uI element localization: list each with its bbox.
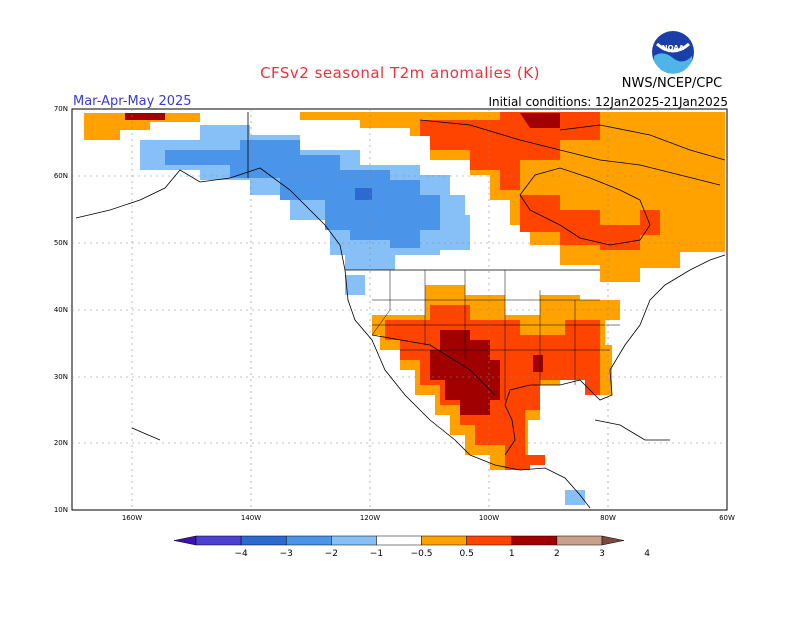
region-central-america-blue xyxy=(565,490,585,505)
lon-label: 100W xyxy=(479,514,499,522)
lon-label: 60W xyxy=(719,514,735,522)
lat-label: 10N xyxy=(54,506,68,514)
lat-label: 40N xyxy=(54,306,68,314)
colorbar-label: −0.5 xyxy=(411,549,433,559)
colorbar-box xyxy=(240,535,287,546)
region-western-canada-dark xyxy=(355,188,372,200)
state-borders xyxy=(371,270,620,400)
lat-label: 30N xyxy=(54,373,68,381)
coastlines xyxy=(75,112,726,509)
colorbar-label: 2 xyxy=(554,549,560,559)
lon-label: 120W xyxy=(360,514,380,522)
region-alaska-north-orange xyxy=(84,113,200,140)
colorbar-box xyxy=(511,535,558,546)
region-western-canada xyxy=(165,140,440,248)
lon-label: 160W xyxy=(122,514,142,522)
lon-label: 80W xyxy=(600,514,616,522)
colorbar-label: 3 xyxy=(599,549,605,559)
colorbar-box xyxy=(195,535,242,546)
colorbar-label: −3 xyxy=(280,549,293,559)
colorbar-box xyxy=(331,535,377,546)
colorbar-label: 1 xyxy=(509,549,515,559)
lat-label: 70N xyxy=(54,105,68,113)
lon-labels: 160W 140W 120W 100W 80W 60W xyxy=(122,514,735,522)
colorbar-box xyxy=(376,535,422,546)
region-southeast-darkred xyxy=(533,355,543,372)
region-arctic-darkred xyxy=(520,113,560,128)
region-central-america xyxy=(505,455,545,470)
colorbar: −4 −3 −2 −1 −0.5 0.5 1 2 3 4 xyxy=(173,535,650,559)
colorbar-arrow-high xyxy=(601,535,625,546)
colorbar-label: −2 xyxy=(325,549,338,559)
lat-label: 50N xyxy=(54,239,68,247)
region-southern-plains xyxy=(430,330,500,415)
agency-label: NWS/NCEP/CPC xyxy=(621,76,723,91)
colorbar-label: −1 xyxy=(370,549,383,559)
colorbar-label: −4 xyxy=(234,549,248,559)
logo-text: NOAA xyxy=(662,44,685,52)
lat-label: 20N xyxy=(54,439,68,447)
gridlines xyxy=(72,109,727,510)
colorbar-box xyxy=(421,535,467,546)
lon-label: 140W xyxy=(241,514,261,522)
map-panel xyxy=(71,108,728,511)
colorbar-arrow-low xyxy=(173,535,197,546)
region-alaska-darkred xyxy=(125,113,165,120)
lat-label: 60N xyxy=(54,172,68,180)
chart-title: CFSv2 seasonal T2m anomalies (K) xyxy=(260,64,540,82)
colorbar-label: 0.5 xyxy=(460,549,474,559)
region-arctic-red xyxy=(420,112,600,190)
noaa-logo-icon: NOAA xyxy=(652,31,694,74)
colorbar-box xyxy=(285,535,332,546)
colorbar-label: 4 xyxy=(644,549,650,559)
region-hudson-bay xyxy=(520,195,660,250)
lat-labels: 70N 60N 50N 40N 30N 20N 10N xyxy=(54,105,68,514)
colorbar-box xyxy=(556,535,603,546)
region-pacific-coast-blue xyxy=(345,275,365,295)
initial-conditions: Initial conditions: 12Jan2025-21Jan2025 xyxy=(488,95,728,109)
anomaly-fills xyxy=(84,112,725,505)
colorbar-box xyxy=(466,535,513,546)
forecast-period: Mar-Apr-May 2025 xyxy=(73,94,192,109)
